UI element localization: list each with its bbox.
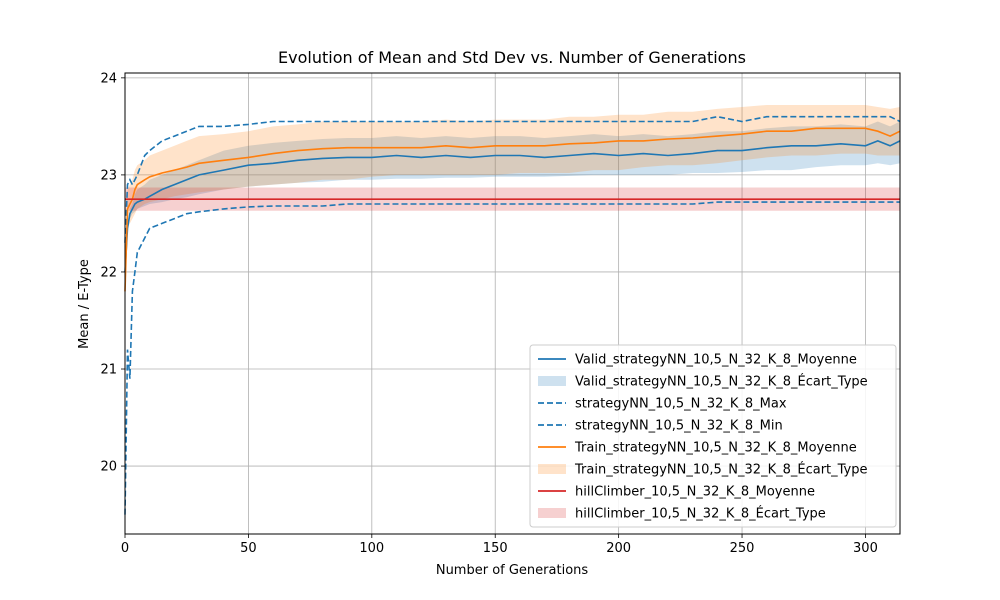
y-tick-label: 23 xyxy=(100,168,117,183)
y-tick-label: 24 xyxy=(100,71,117,86)
y-tick-label: 21 xyxy=(100,363,117,378)
line-train-strategynn-10-5-n-32-k-8-moyenne xyxy=(124,127,901,292)
line-valid-strategynn-10-5-n-32-k-8-moyenne xyxy=(124,140,901,273)
x-tick-label: 200 xyxy=(606,541,631,556)
legend-label: Train_strategyNN_10,5_N_32_K_8_Moyenne xyxy=(574,441,857,456)
legend-label: hillClimber_10,5_N_32_K_8_Moyenne xyxy=(575,485,815,500)
x-tick-label: 300 xyxy=(853,541,878,556)
y-tick-label: 22 xyxy=(100,265,117,280)
line-strategynn-10-5-n-32-k-8-min xyxy=(124,201,900,515)
x-axis-label: Number of Generations xyxy=(436,563,589,578)
y-axis-ticks: 20 21 22 23 24 xyxy=(100,71,125,475)
legend-swatch xyxy=(538,464,566,474)
y-tick-label: 20 xyxy=(100,460,117,475)
legend-swatch xyxy=(538,376,566,386)
x-tick-label: 50 xyxy=(240,541,257,556)
series-lines xyxy=(124,115,901,515)
legend-swatch xyxy=(538,508,566,518)
plot-frame xyxy=(124,72,901,535)
band-valid-strategynn-10-5-n-32-k-8-cart-type xyxy=(125,121,900,292)
x-tick-label: 150 xyxy=(483,541,508,556)
legend-label: strategyNN_10,5_N_32_K_8_Max xyxy=(575,397,787,412)
y-axis-label: Mean / E-Type xyxy=(77,259,92,349)
legend-label: hillClimber_10,5_N_32_K_8_Écart_Type xyxy=(575,506,826,522)
legend-label: strategyNN_10,5_N_32_K_8_Min xyxy=(575,419,783,434)
line-strategynn-10-5-n-32-k-8-max xyxy=(124,115,901,243)
x-tick-label: 250 xyxy=(730,541,755,556)
grid-lines xyxy=(124,73,900,534)
x-axis-ticks: 0 50 100 150 200 250 300 xyxy=(121,534,878,556)
band-train-strategynn-10-5-n-32-k-8-cart-type xyxy=(125,105,900,302)
legend-label: Valid_strategyNN_10,5_N_32_K_8_Écart_Typ… xyxy=(575,374,868,390)
legend: Valid_strategyNN_10,5_N_32_K_8_Moyenne Va… xyxy=(529,344,897,528)
x-tick-label: 100 xyxy=(359,541,384,556)
x-tick-label: 0 xyxy=(121,541,129,556)
legend-box xyxy=(529,344,897,528)
legend-label: Train_strategyNN_10,5_N_32_K_8_Écart_Typ… xyxy=(574,462,868,478)
chart-title: Evolution of Mean and Std Dev vs. Number… xyxy=(278,48,746,67)
legend-label: Valid_strategyNN_10,5_N_32_K_8_Moyenne xyxy=(575,353,857,368)
